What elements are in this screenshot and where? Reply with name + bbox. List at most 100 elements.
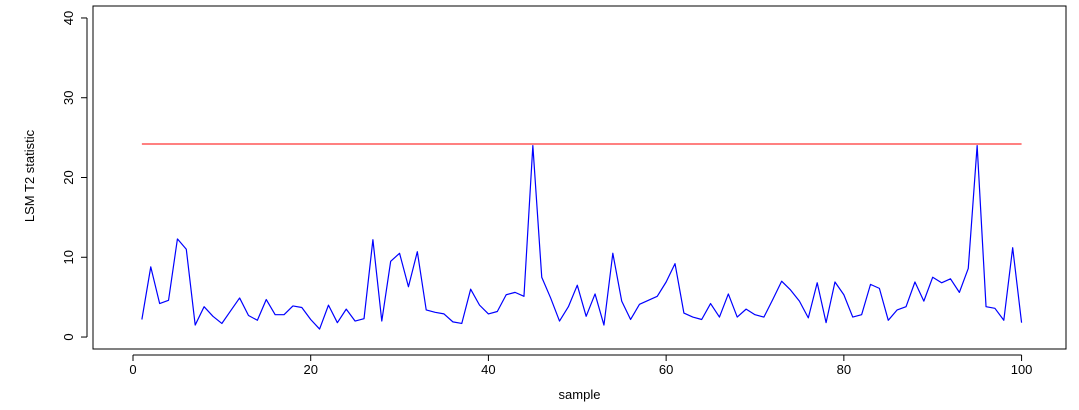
data-point — [674, 262, 676, 264]
data-point — [167, 299, 169, 301]
data-point — [763, 316, 765, 318]
data-point — [834, 281, 836, 283]
data-point — [354, 320, 356, 322]
data-point — [852, 316, 854, 318]
data-point — [256, 319, 258, 321]
x-tick-label: 20 — [303, 362, 317, 377]
data-point — [558, 320, 560, 322]
data-point — [692, 316, 694, 318]
data-point — [736, 316, 738, 318]
data-point — [381, 320, 383, 322]
data-point — [647, 299, 649, 301]
data-point — [816, 282, 818, 284]
data-point — [985, 306, 987, 308]
data-point — [443, 313, 445, 315]
data-point — [1011, 246, 1013, 248]
data-point — [976, 144, 978, 146]
y-tick-label: 30 — [61, 90, 76, 104]
y-axis-title: LSM T2 statistic — [22, 129, 37, 222]
data-point — [158, 302, 160, 304]
x-tick-label: 100 — [1011, 362, 1033, 377]
data-point — [541, 276, 543, 278]
data-point — [860, 314, 862, 316]
data-point — [825, 321, 827, 323]
data-point — [905, 306, 907, 308]
data-point — [505, 294, 507, 296]
data-point — [896, 309, 898, 311]
data-point — [150, 266, 152, 268]
data-point — [994, 307, 996, 309]
data-point — [452, 321, 454, 323]
data-point — [265, 298, 267, 300]
data-point — [416, 250, 418, 252]
data-point — [434, 311, 436, 313]
data-point — [638, 303, 640, 305]
data-point — [221, 322, 223, 324]
data-point — [878, 287, 880, 289]
data-point — [345, 308, 347, 310]
x-tick-label: 40 — [481, 362, 495, 377]
data-point — [469, 288, 471, 290]
data-point — [407, 286, 409, 288]
data-point — [754, 314, 756, 316]
data-point — [958, 291, 960, 293]
data-point — [923, 300, 925, 302]
data-point — [914, 281, 916, 283]
data-point — [780, 280, 782, 282]
data-point — [487, 313, 489, 315]
data-point — [247, 314, 249, 316]
data-point — [1003, 319, 1005, 321]
x-axis-title: sample — [559, 387, 601, 402]
data-point — [612, 252, 614, 254]
x-tick-label: 60 — [659, 362, 673, 377]
x-tick-label: 80 — [837, 362, 851, 377]
data-point — [585, 315, 587, 317]
data-point — [389, 260, 391, 262]
x-axis: 0 20 40 60 80 100 — [129, 354, 1033, 377]
data-point — [594, 293, 596, 295]
data-point — [478, 304, 480, 306]
data-point — [496, 310, 498, 312]
data-point — [274, 314, 276, 316]
data-point — [665, 281, 667, 283]
data-point — [683, 312, 685, 314]
data-point — [514, 291, 516, 293]
data-point — [869, 283, 871, 285]
data-point — [238, 297, 240, 299]
data-point — [141, 318, 143, 320]
data-point — [718, 316, 720, 318]
data-point — [398, 252, 400, 254]
data-point — [932, 276, 934, 278]
data-point — [621, 300, 623, 302]
y-axis: 0 10 20 30 40 — [61, 11, 88, 341]
data-point — [709, 302, 711, 304]
data-point — [372, 239, 374, 241]
y-tick-label: 0 — [61, 333, 76, 340]
data-point — [603, 324, 605, 326]
data-point — [461, 322, 463, 324]
data-point — [629, 318, 631, 320]
data-point — [318, 328, 320, 330]
data-point — [1020, 321, 1022, 323]
data-point — [523, 295, 525, 297]
data-point — [843, 294, 845, 296]
data-point — [336, 321, 338, 323]
t2-series-line — [141, 144, 1023, 330]
data-point — [283, 314, 285, 316]
data-point — [656, 295, 658, 297]
data-point — [532, 144, 534, 146]
data-point — [745, 308, 747, 310]
y-tick-label: 40 — [61, 11, 76, 25]
data-point — [292, 305, 294, 307]
data-point — [230, 310, 232, 312]
data-point — [798, 300, 800, 302]
y-tick-label: 20 — [61, 170, 76, 184]
data-point — [772, 298, 774, 300]
data-point — [310, 318, 312, 320]
x-tick-label: 0 — [129, 362, 136, 377]
plot-frame — [92, 5, 1067, 350]
data-point — [194, 324, 196, 326]
data-point — [949, 278, 951, 280]
data-point — [807, 317, 809, 319]
